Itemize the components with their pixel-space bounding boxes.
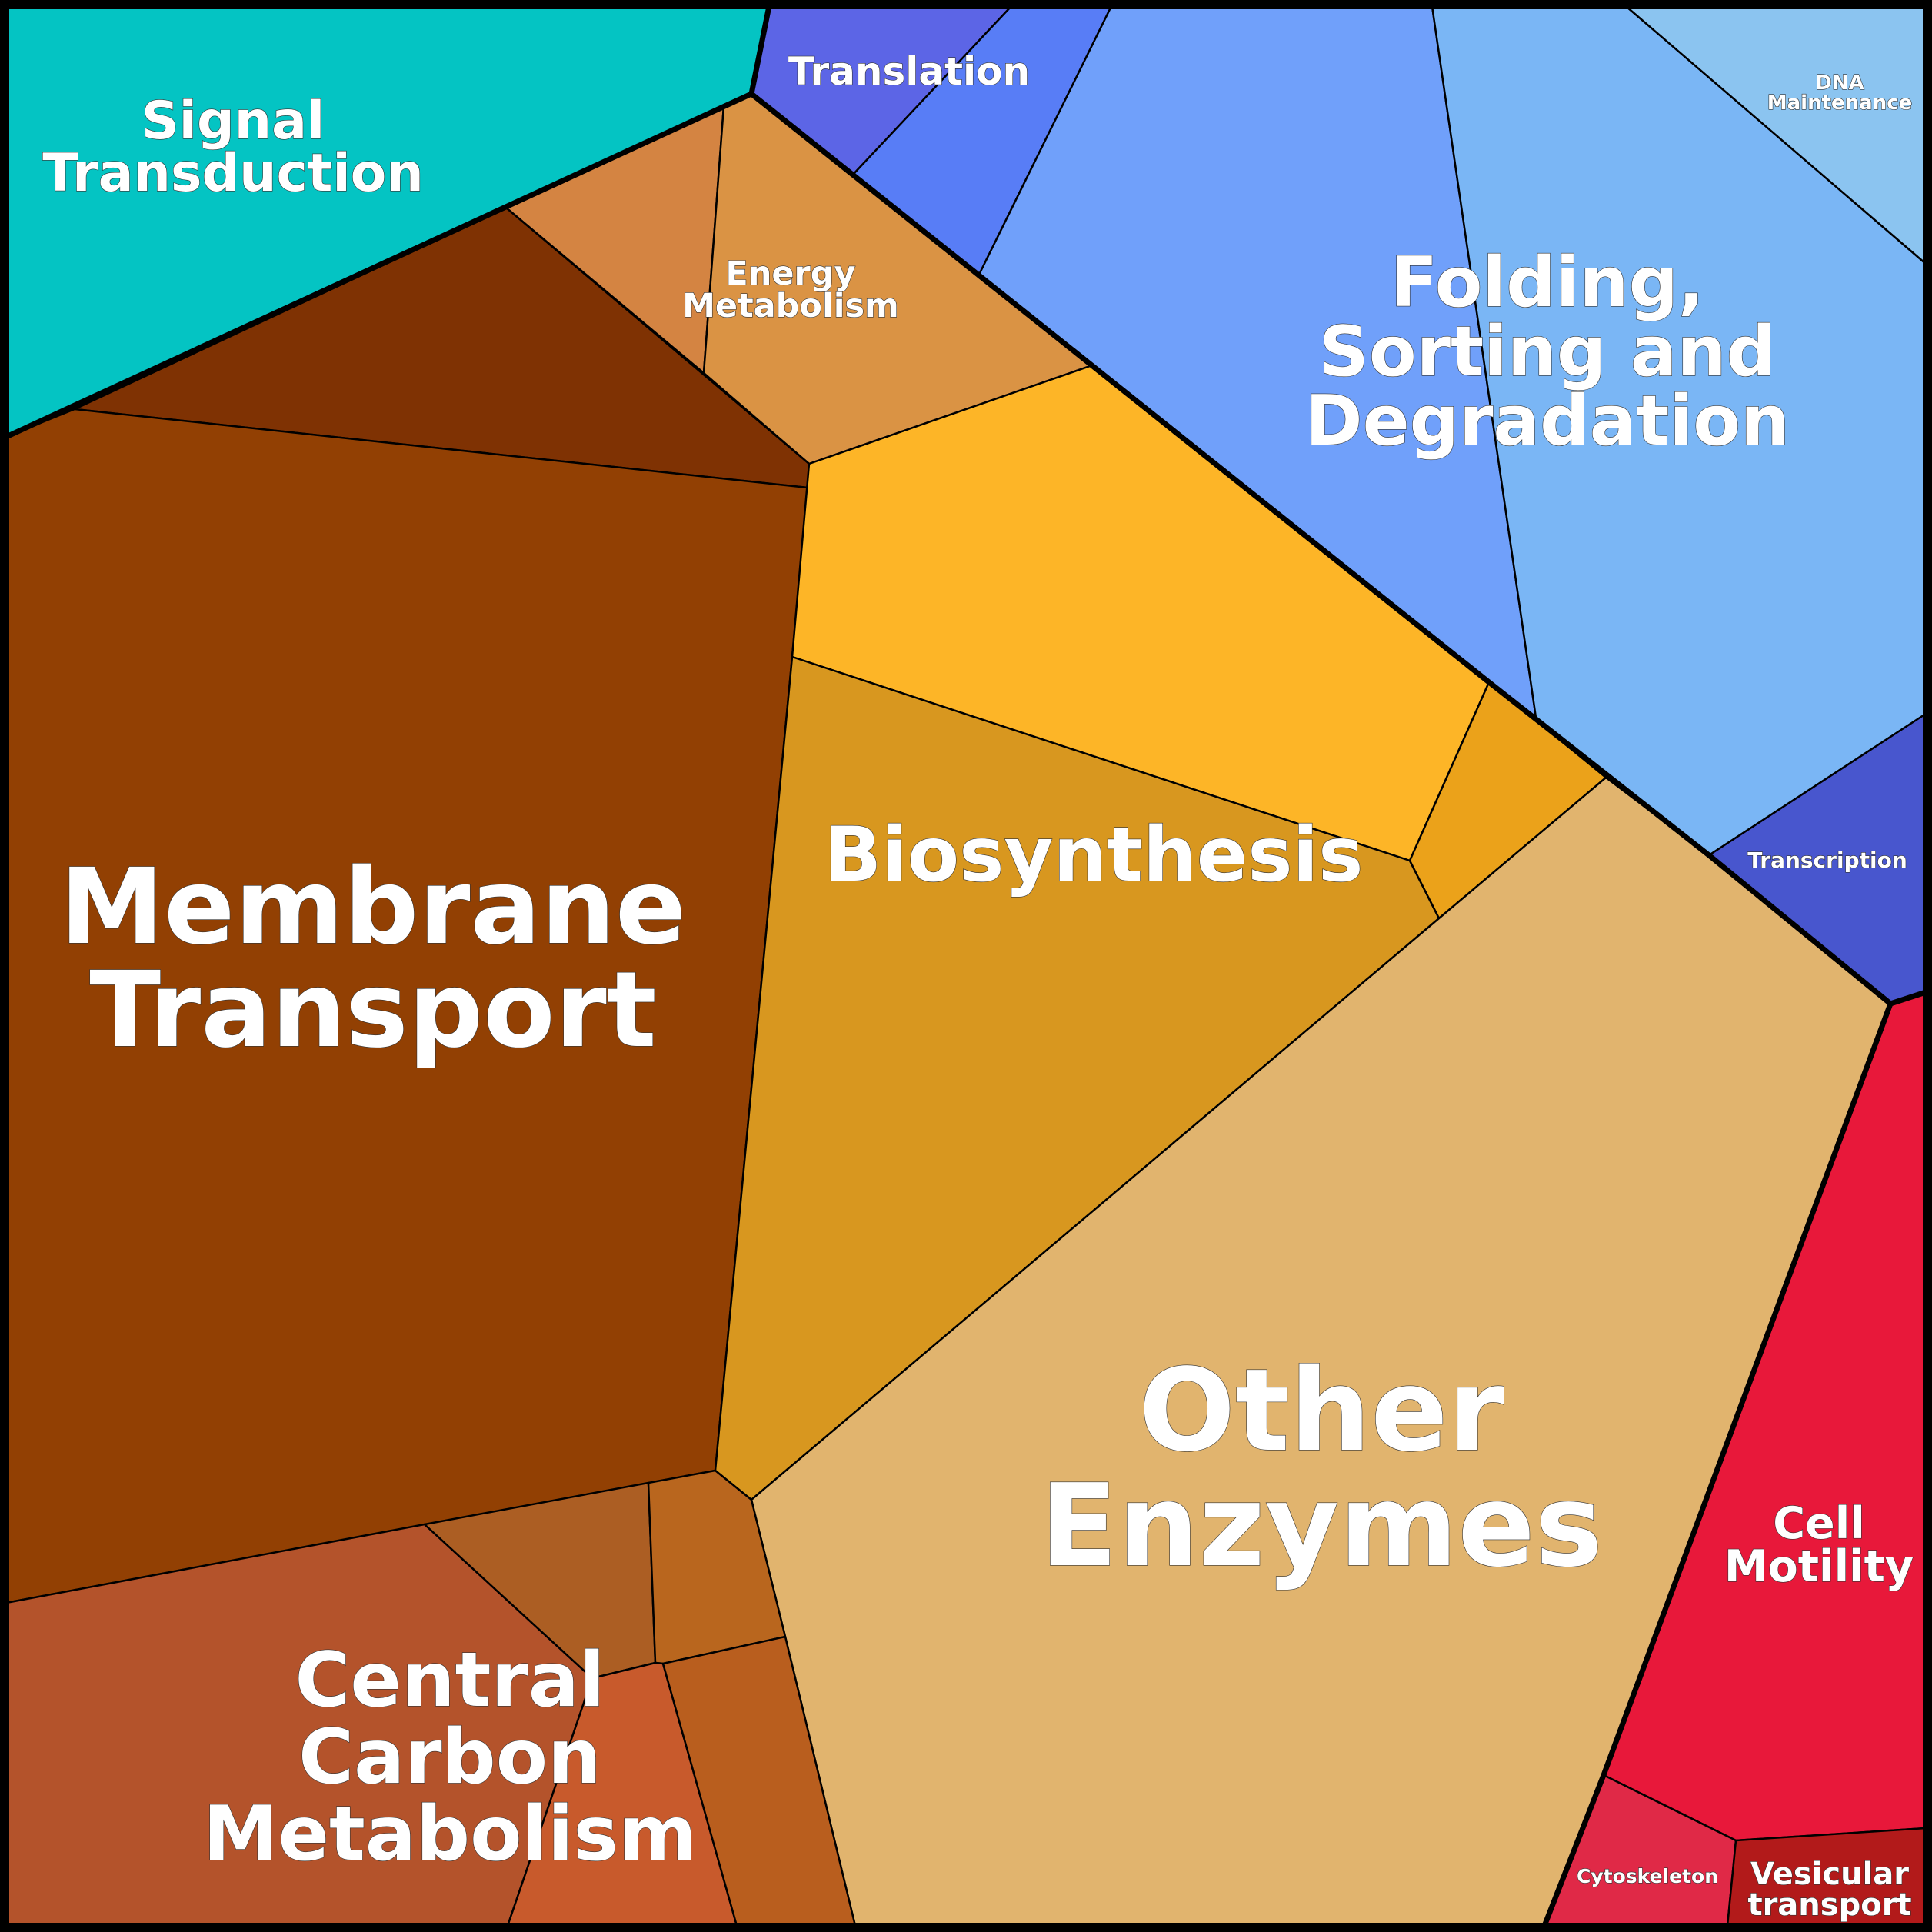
label-signal-transduction-line: Signal: [142, 91, 325, 152]
label-cell-motility-line: Cell: [1773, 1498, 1865, 1549]
label-vesicular-transport: Vesicular transport: [1747, 1857, 1911, 1923]
label-cytoskeleton-line: Cytoskeleton: [1577, 1865, 1718, 1887]
label-other-enzymes: Other Enzymes: [1040, 1344, 1603, 1592]
label-other-enzymes-line: Other: [1138, 1344, 1504, 1477]
label-dna-maintenance-line: Maintenance: [1767, 92, 1913, 115]
label-membrane-transport-line: Membrane: [60, 847, 687, 968]
label-dna-maintenance: DNA Maintenance: [1767, 72, 1913, 115]
label-energy-metabolism-line: Metabolism: [682, 287, 899, 325]
label-central-carbon: Central Carbon Metabolism: [203, 1637, 697, 1878]
label-energy-metabolism: Energy Metabolism: [682, 255, 899, 325]
label-folding-line: Degradation: [1305, 381, 1790, 461]
label-central-carbon-line: Carbon: [298, 1714, 601, 1801]
label-folding-line: Sorting and: [1319, 311, 1776, 392]
label-central-carbon-line: Central: [295, 1637, 605, 1724]
label-translation: Translation: [788, 49, 1030, 94]
label-signal-transduction-line: Transduction: [42, 143, 424, 204]
group-border-red: [1541, 1002, 1894, 1927]
group-border-blue-lower: [749, 92, 1927, 1007]
label-cell-motility-line: Motility: [1724, 1541, 1914, 1592]
label-membrane-transport-line: Transport: [89, 950, 656, 1071]
label-folding: Folding, Sorting and Degradation: [1305, 242, 1790, 461]
label-folding-line: Folding,: [1391, 242, 1704, 323]
label-translation-line: Translation: [788, 49, 1030, 94]
label-signal-transduction: Signal Transduction: [42, 91, 424, 204]
label-energy-metabolism-line: Energy: [725, 255, 855, 293]
label-cell-motility: Cell Motility: [1724, 1498, 1914, 1592]
label-biosynthesis-line: Biosynthesis: [824, 811, 1364, 899]
label-vesicular-transport-line: Vesicular: [1750, 1857, 1909, 1892]
label-dna-maintenance-line: DNA: [1815, 72, 1864, 95]
label-central-carbon-line: Metabolism: [203, 1790, 697, 1878]
label-vesicular-transport-line: transport: [1747, 1887, 1911, 1923]
label-cytoskeleton: Cytoskeleton: [1577, 1865, 1718, 1887]
label-membrane-transport: Membrane Transport: [60, 847, 687, 1071]
label-transcription-line: Transcription: [1747, 848, 1907, 873]
label-biosynthesis: Biosynthesis: [824, 811, 1364, 899]
label-transcription: Transcription: [1747, 848, 1907, 873]
label-other-enzymes-line: Enzymes: [1040, 1460, 1603, 1592]
